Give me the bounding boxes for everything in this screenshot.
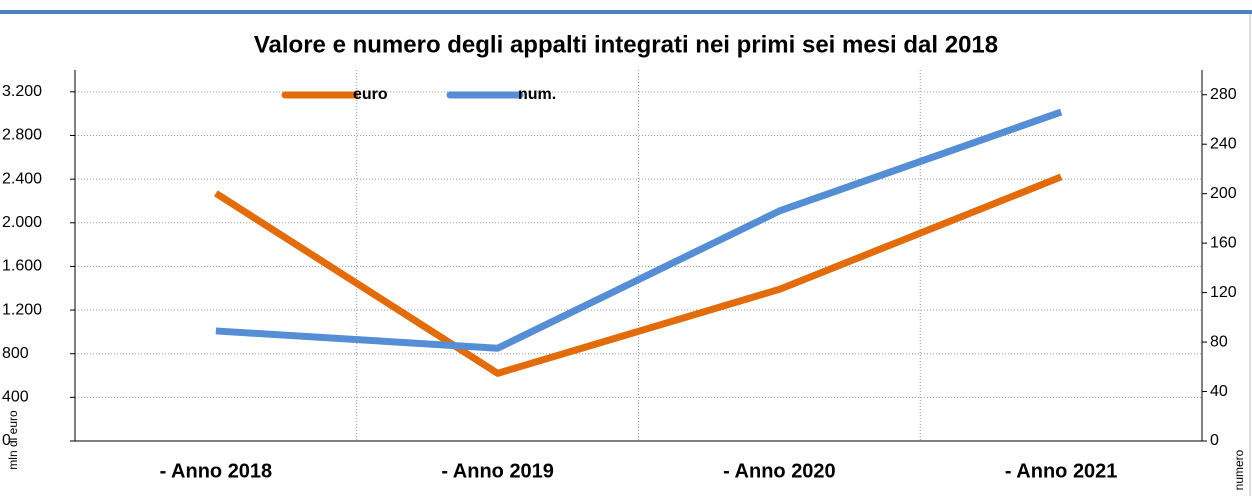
x-tick-label: - Anno 2021 <box>1005 460 1118 482</box>
y2-tick-label: 0 <box>1210 432 1219 449</box>
x-tick-label: - Anno 2018 <box>160 460 273 482</box>
legend-label: euro <box>353 86 388 103</box>
x-tick-label: - Anno 2020 <box>723 460 836 482</box>
y2-tick-label: 160 <box>1210 234 1237 251</box>
y-axis-label: mln di euro <box>6 410 20 470</box>
y2-tick-label: 120 <box>1210 284 1237 301</box>
y-tick-label: 400 <box>2 389 29 406</box>
y2-tick-label: 240 <box>1210 135 1237 152</box>
y-tick-label: 1.200 <box>2 301 42 318</box>
series-line <box>215 108 1063 352</box>
y2-tick-label: 280 <box>1210 86 1237 103</box>
y-tick-label: 2.400 <box>2 170 42 187</box>
y2-axis-label: numero <box>1232 449 1246 490</box>
y-tick-label: 2.800 <box>2 127 42 144</box>
y-tick-label: 2.000 <box>2 214 42 231</box>
y2-tick-label: 200 <box>1210 185 1237 202</box>
series-line <box>213 173 1063 377</box>
x-tick-label: - Anno 2019 <box>441 460 554 482</box>
y2-tick-label: 80 <box>1210 333 1228 350</box>
chart-title: Valore e numero degli appalti integrati … <box>254 31 998 58</box>
top-border <box>0 10 1252 14</box>
y-tick-label: 3.200 <box>2 83 42 100</box>
legend-label: num. <box>518 86 556 103</box>
y-tick-label: 800 <box>2 345 29 362</box>
y-tick-label: 1.600 <box>2 258 42 275</box>
y-tick-label: 0 <box>2 432 11 449</box>
y2-tick-label: 40 <box>1210 383 1228 400</box>
